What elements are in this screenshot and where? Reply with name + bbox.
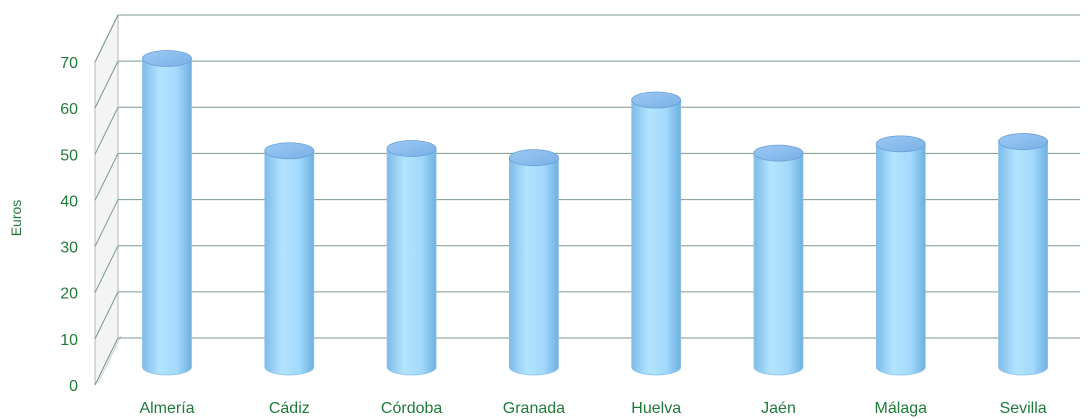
gridline-slant: [94, 245, 119, 293]
gridline-slant: [94, 107, 119, 155]
x-tick-label: Málaga: [875, 400, 928, 417]
x-tick-label: Huelva: [631, 400, 681, 417]
bar-almería: [142, 50, 192, 376]
side-wall-edge: [97, 335, 122, 384]
bar-top: [753, 144, 804, 162]
bar-body: [264, 150, 315, 376]
y-tick-label: 0: [69, 378, 78, 395]
bars: [142, 50, 1048, 376]
x-tick-label: Cádiz: [269, 400, 310, 417]
y-axis-title: Euros: [8, 200, 24, 237]
bar-body: [753, 152, 804, 376]
bar-body: [142, 58, 192, 376]
gridline-slant: [94, 60, 119, 109]
x-tick-label: Almería: [139, 400, 194, 417]
y-tick-label: 50: [60, 147, 78, 164]
x-tick-label: Granada: [503, 400, 565, 417]
gridline-slant: [94, 14, 119, 63]
y-tick-label: 30: [60, 240, 78, 257]
bar-top: [875, 135, 926, 153]
bar-body: [998, 141, 1048, 376]
bar-sevilla: [998, 133, 1048, 376]
y-tick-label: 40: [60, 193, 78, 210]
y-axis-ticks: 0 10 20 30 40 50 60 70: [60, 55, 78, 395]
x-tick-label: Córdoba: [381, 400, 442, 417]
bar-top: [509, 149, 559, 167]
bar-cádiz: [264, 142, 315, 376]
y-tick-label: 20: [60, 286, 78, 303]
bar-body: [875, 143, 926, 376]
x-tick-label: Sevilla: [1000, 400, 1047, 417]
y-tick-label: 10: [60, 332, 78, 349]
x-axis-labels: Almería Cádiz Córdoba Granada Huelva Jaén Mála…: [139, 400, 1046, 417]
gridline-slant: [94, 153, 119, 201]
gridline-slant: [94, 337, 119, 386]
bar-top: [631, 91, 682, 109]
bar-huelva: [631, 91, 682, 376]
gridline-slant: [94, 291, 119, 340]
bar-top: [142, 50, 192, 67]
x-tick-label: Jaén: [761, 400, 796, 417]
gridlines: [94, 14, 1080, 386]
bar-top: [998, 133, 1048, 150]
side-wall: [94, 14, 119, 386]
y-tick-label: 70: [60, 55, 78, 72]
bar-málaga: [875, 135, 926, 376]
bar-body: [631, 99, 682, 376]
bar-top: [264, 142, 315, 160]
bar-body: [386, 148, 437, 376]
y-tick-label: 60: [60, 101, 78, 118]
gridline-slant: [94, 199, 119, 247]
bar-córdoba: [386, 140, 437, 376]
bar-jaén: [753, 144, 804, 376]
bar-top: [386, 140, 437, 157]
bar-granada: [509, 149, 559, 376]
bar-body: [509, 157, 559, 376]
